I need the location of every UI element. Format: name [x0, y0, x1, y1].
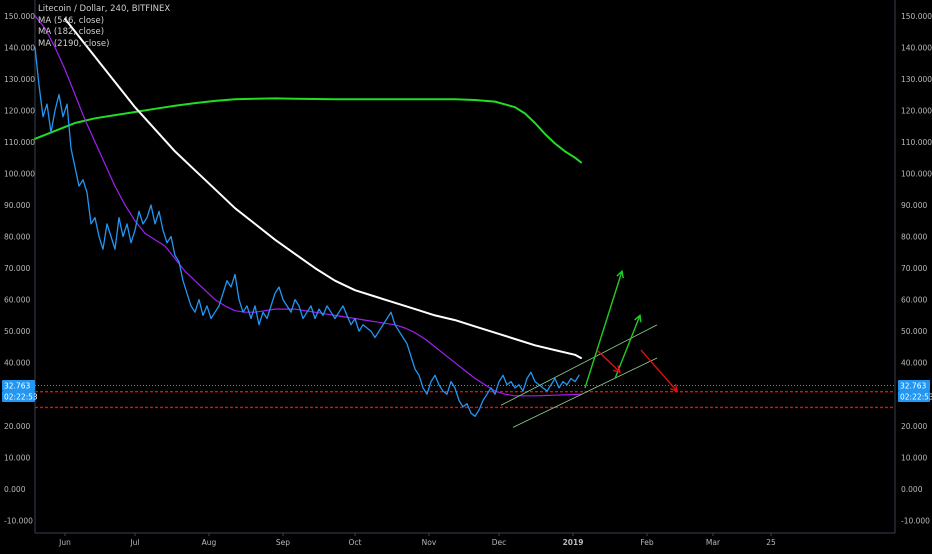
x-axis: Jun Jul Aug Sep Oct Nov Dec 2019 Feb Mar 25 — [58, 533, 776, 547]
y-tick-label-left: 110.000 — [4, 138, 35, 147]
y-tick-label-left: 80.000 — [4, 233, 30, 242]
trend-arrow-head-down — [613, 365, 622, 374]
horizontal-lines — [35, 385, 895, 409]
countdown-badge-left: 02:22:53 — [4, 393, 38, 402]
series-line-price — [34, 46, 580, 417]
legend-title: Litecoin / Dollar, 240, BITFINEX — [38, 4, 171, 14]
drawings-layer — [500, 269, 678, 428]
y-tick-label-left: 90.000 — [4, 201, 30, 210]
y-tick-label-left: -10.000 — [4, 516, 33, 525]
x-tick-label: Dec — [492, 538, 507, 547]
y-tick-label-right: 80.000 — [901, 233, 927, 242]
countdown-badge-left-bg — [2, 391, 35, 403]
y-tick-label-left: 10.000 — [4, 453, 30, 462]
trend-arrow-head-up — [634, 314, 642, 323]
chart-frame — [34, 0, 896, 534]
y-tick-label-left: 70.000 — [4, 264, 30, 273]
y-tick-label-right: 100.000 — [901, 169, 932, 178]
series-line-ma-546 — [64, 17, 582, 359]
x-tick-label: Sep — [276, 538, 290, 547]
trend-arrow-down — [596, 349, 621, 373]
price-badge-left: 32.763 — [4, 382, 30, 391]
y-tick-label-right: 50.000 — [901, 327, 927, 336]
trend-arrow-head-up — [616, 269, 624, 279]
y-tick-label-left: 40.000 — [4, 359, 30, 368]
y-tick-label-left: 130.000 — [4, 75, 35, 84]
y-tick-label-left: 100.000 — [4, 169, 35, 178]
y-tick-label-right: 0.000 — [901, 485, 923, 494]
y-tick-label-right: 60.000 — [901, 296, 927, 305]
x-tick-label: Aug — [202, 538, 217, 547]
legend-ma-2190: MA (2190, close) — [38, 38, 110, 49]
channel-line — [512, 357, 658, 428]
y-tick-label-right: 110.000 — [901, 138, 932, 147]
y-tick-label-right: 130.000 — [901, 75, 932, 84]
y-tick-label-left: 60.000 — [4, 296, 30, 305]
trend-arrow-down — [640, 349, 678, 392]
y-tick-label-right: -10.000 — [901, 516, 930, 525]
countdown-badge-right-bg — [898, 391, 930, 403]
x-tick-label: Oct — [349, 538, 362, 547]
x-tick-label: Jul — [129, 538, 139, 547]
y-tick-label-right: 90.000 — [901, 201, 927, 210]
series-layer — [34, 15, 582, 417]
price-badge-right: 32.763 — [900, 382, 926, 391]
series-line-ma-182 — [34, 15, 582, 397]
trend-arrow-head-down — [670, 384, 678, 393]
y-tick-label-right: 20.000 — [901, 422, 927, 431]
legend-ma-546: MA (546, close) — [38, 15, 105, 26]
legend-ma-182: MA (182, close) — [38, 27, 105, 37]
x-tick-label: Mar — [706, 538, 721, 547]
x-tick-label: 2019 — [563, 538, 584, 547]
y-tick-label-right: 10.000 — [901, 453, 927, 462]
x-tick-label: Feb — [640, 538, 654, 547]
price-badges: 32.763 02:22:53 32.763 02:22:53 — [2, 380, 932, 403]
countdown-badge-right: 02:22:53 — [900, 393, 932, 402]
price-badge-right-bg — [898, 380, 930, 392]
y-tick-label-left: 120.000 — [4, 106, 35, 115]
y-tick-label-left: 50.000 — [4, 327, 30, 336]
y-tick-label-right: 150.000 — [901, 12, 932, 21]
x-tick-label: 25 — [766, 538, 776, 547]
y-tick-label-right: 70.000 — [901, 264, 927, 273]
y-tick-label-right: 140.000 — [901, 43, 932, 52]
x-tick-label: Jun — [58, 538, 71, 547]
y-tick-label-right: 120.000 — [901, 106, 932, 115]
x-tick-label: Nov — [422, 538, 437, 547]
trend-arrow-up — [584, 271, 623, 389]
y-tick-label-left: 140.000 — [4, 43, 35, 52]
chart-legend: Litecoin / Dollar, 240, BITFINEX MA (546… — [38, 4, 170, 50]
y-tick-label-right: 40.000 — [901, 359, 927, 368]
y-tick-label-left: 150.000 — [4, 12, 35, 21]
y-tick-label-left: 0.000 — [4, 485, 26, 494]
y-tick-label-left: 20.000 — [4, 422, 30, 431]
price-badge-left-bg — [2, 380, 35, 392]
